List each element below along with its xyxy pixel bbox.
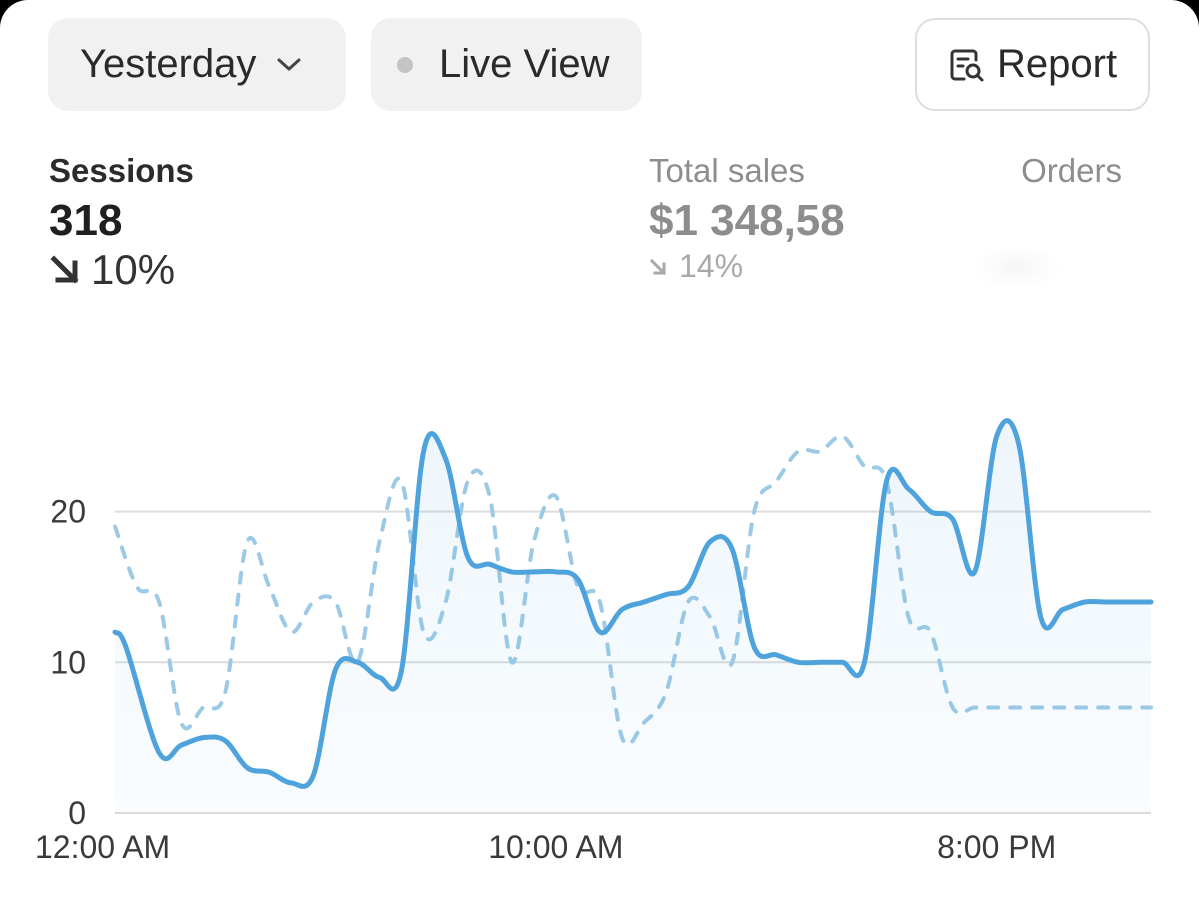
live-view-label: Live View	[439, 42, 610, 86]
series-0-area	[115, 420, 1151, 813]
total-sales-value: $1 348,58	[649, 196, 845, 245]
y-tick-label-0: 0	[68, 795, 86, 831]
date-range-label: Yesterday	[80, 42, 257, 86]
report-label: Report	[997, 42, 1118, 86]
total-sales-label: Total sales	[649, 152, 805, 189]
total-sales-metric[interactable]: Total sales $1 348,58 14%	[649, 152, 845, 285]
orders-label: Orders	[1021, 152, 1122, 189]
live-dot-icon	[397, 56, 413, 73]
arrow-down-right-icon	[49, 254, 81, 286]
report-button[interactable]: Report	[915, 18, 1150, 111]
total-sales-change: 14%	[649, 248, 845, 285]
primary-series-line	[112, 418, 1154, 789]
y-tick-label-10: 10	[50, 644, 86, 680]
orders-metric[interactable]: Orders	[960, 152, 1122, 290]
x-tick-label-1: 10:00 AM	[488, 829, 623, 865]
report-search-icon	[947, 45, 987, 85]
chevron-down-icon	[276, 57, 302, 73]
arrow-down-right-icon	[649, 258, 667, 276]
sessions-change-value: 10%	[91, 246, 176, 293]
y-tick-label-20: 20	[50, 494, 86, 530]
sessions-metric[interactable]: Sessions 318 10%	[49, 152, 194, 294]
sessions-label: Sessions	[49, 152, 194, 189]
live-view-button[interactable]: Live View	[371, 18, 642, 111]
x-tick-label-2: 8:00 PM	[937, 829, 1056, 865]
total-sales-change-value: 14%	[679, 248, 744, 284]
orders-loading-placeholder	[972, 244, 1062, 290]
x-tick-label-0: 12:00 AM	[35, 829, 170, 865]
sessions-change: 10%	[49, 246, 194, 294]
sessions-value: 318	[49, 196, 123, 245]
date-range-dropdown[interactable]: Yesterday	[48, 18, 346, 111]
